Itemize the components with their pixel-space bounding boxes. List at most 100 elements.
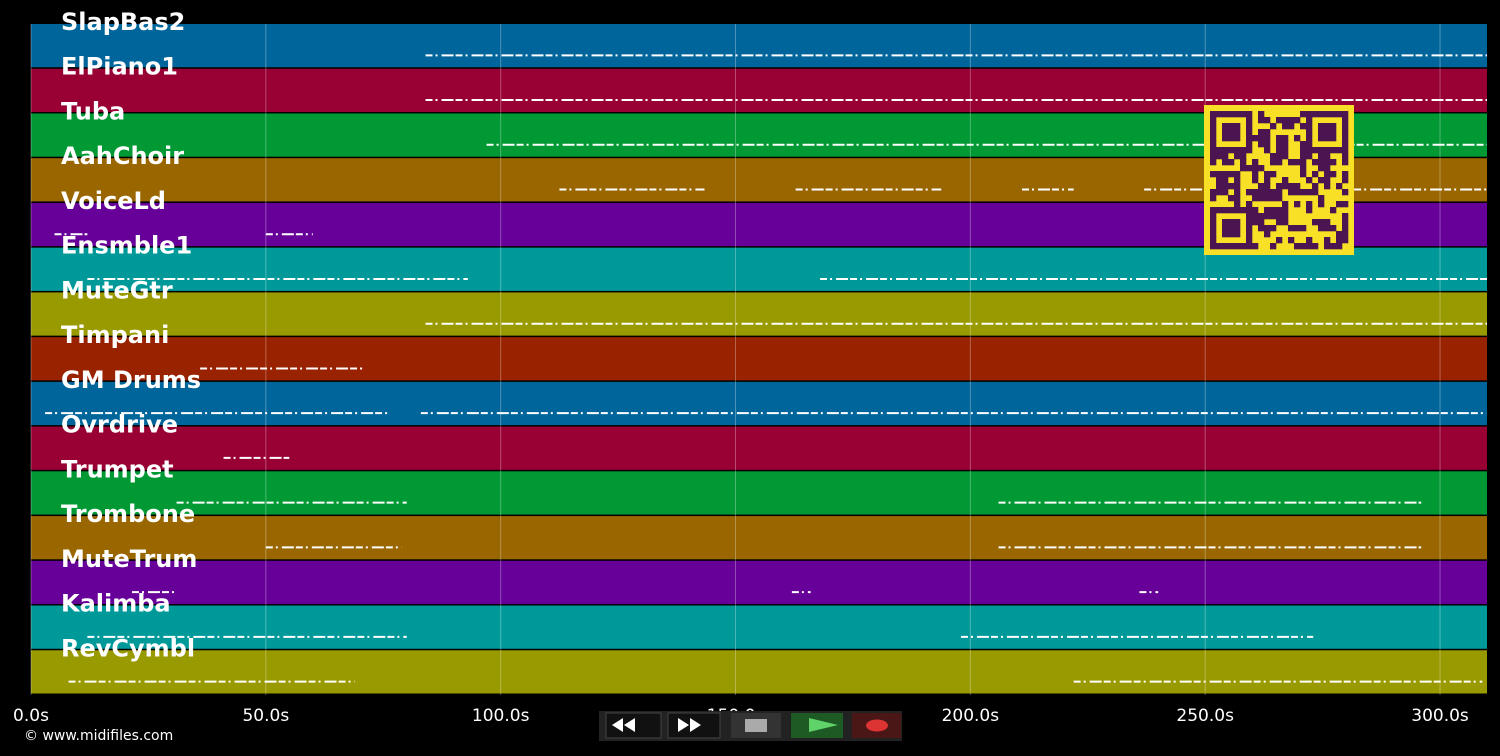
qr-module [1276,147,1283,154]
qr-module [1318,153,1325,160]
forward-button[interactable] [667,712,721,739]
stop-icon[interactable] [745,719,767,732]
track-label: ElPiano1 [61,53,178,81]
qr-module [1234,129,1241,136]
qr-module [1210,147,1217,154]
qr-module [1240,207,1247,214]
track-label: RevCymbl [61,634,195,662]
qr-module [1222,159,1229,166]
qr-module [1234,195,1241,202]
qr-module [1228,207,1235,214]
qr-module [1210,207,1217,214]
qr-module [1210,171,1217,178]
qr-module [1342,159,1349,166]
track-band [31,68,1487,112]
qr-module [1210,195,1217,202]
rewind-button[interactable] [605,712,662,739]
qr-module [1312,243,1319,250]
track-label: GM Drums [61,366,201,394]
qr-module [1300,189,1307,196]
qr-module [1282,177,1289,184]
qr-module [1288,123,1295,130]
qr-module [1228,219,1235,226]
qr-module [1318,201,1325,208]
qr-module [1258,117,1265,124]
qr-module [1270,225,1277,232]
rewind-icon[interactable] [612,718,635,732]
play-button[interactable] [791,713,843,738]
qr-module [1306,111,1313,118]
qr-module [1258,213,1265,220]
qr-module [1246,141,1253,148]
qr-module [1276,219,1283,226]
qr-module [1300,171,1307,178]
qr-module [1324,225,1331,232]
qr-module [1276,159,1283,166]
qr-module [1234,201,1241,208]
qr-module [1306,123,1313,130]
qr-module [1294,225,1301,232]
qr-module [1342,123,1349,130]
qr-module [1300,141,1307,148]
qr-module [1282,141,1289,148]
track-label: Tuba [61,97,125,125]
qr-module [1228,111,1235,118]
qr-module [1264,183,1271,190]
record-icon[interactable] [866,719,888,732]
qr-module [1336,243,1343,250]
qr-module [1234,225,1241,232]
qr-module [1324,135,1331,142]
qr-module [1342,171,1349,178]
qr-module [1222,111,1229,118]
qr-module [1234,171,1241,178]
qr-module [1240,243,1247,250]
qr-module [1222,243,1229,250]
qr-module [1258,135,1265,142]
qr-module [1276,141,1283,148]
qr-module [1288,117,1295,124]
qr-module [1210,135,1217,142]
qr-module [1336,111,1343,118]
record-button[interactable] [852,713,901,738]
track-label: Ovrdrive [61,411,178,439]
qr-module [1264,231,1271,238]
qr-module [1234,189,1241,196]
qr-module [1342,237,1349,244]
qr-module [1306,153,1313,160]
qr-module [1288,237,1295,244]
qr-module [1342,129,1349,136]
qr-module [1252,207,1259,214]
qr-module [1330,111,1337,118]
qr-module [1222,129,1229,136]
qr-module [1282,219,1289,226]
qr-module [1234,207,1241,214]
track-label: Ensmble1 [61,232,192,260]
track-band [31,381,1487,426]
qr-module [1240,153,1247,160]
qr-module [1246,123,1253,130]
stop-button[interactable] [731,713,781,738]
qr-module [1216,147,1223,154]
forward-icon[interactable] [678,718,701,732]
qr-module [1318,177,1325,184]
qr-module [1330,207,1337,214]
qr-module [1210,225,1217,232]
x-tick-label: 0.0s [13,706,49,726]
qr-module [1246,231,1253,238]
qr-module [1294,117,1301,124]
qr-module [1300,165,1307,172]
qr-module [1324,165,1331,172]
play-icon[interactable] [809,718,838,732]
qr-module [1282,213,1289,220]
qr-module [1342,219,1349,226]
qr-module [1300,243,1307,250]
qr-module [1210,243,1217,250]
x-tick-label: 200.0s [942,706,1000,726]
qr-module [1246,165,1253,172]
qr-module [1318,225,1325,232]
qr-module [1258,225,1265,232]
qr-module [1228,147,1235,154]
qr-module [1342,135,1349,142]
track-label: Kalimba [61,590,171,618]
qr-module [1264,117,1271,124]
